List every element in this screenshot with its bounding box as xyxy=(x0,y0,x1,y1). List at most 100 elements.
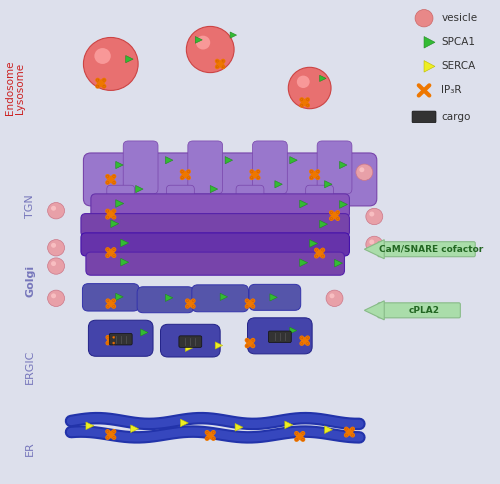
Circle shape xyxy=(113,175,115,178)
FancyBboxPatch shape xyxy=(86,252,344,275)
Polygon shape xyxy=(166,157,173,164)
Text: cargo: cargo xyxy=(442,112,471,122)
Circle shape xyxy=(196,36,210,49)
Circle shape xyxy=(300,343,303,345)
Circle shape xyxy=(306,337,308,339)
Circle shape xyxy=(192,300,194,302)
Circle shape xyxy=(345,434,348,436)
Circle shape xyxy=(212,438,214,439)
Circle shape xyxy=(48,258,64,274)
FancyBboxPatch shape xyxy=(137,287,194,313)
Circle shape xyxy=(112,336,115,338)
FancyBboxPatch shape xyxy=(166,185,194,231)
Circle shape xyxy=(216,66,218,68)
Circle shape xyxy=(330,293,334,298)
Text: SPCA1: SPCA1 xyxy=(442,37,476,47)
Polygon shape xyxy=(116,200,124,207)
FancyBboxPatch shape xyxy=(88,320,153,356)
Circle shape xyxy=(336,217,339,220)
Polygon shape xyxy=(340,161,347,168)
Polygon shape xyxy=(334,259,342,267)
Circle shape xyxy=(113,437,115,439)
FancyBboxPatch shape xyxy=(179,336,202,348)
Circle shape xyxy=(107,300,109,302)
Circle shape xyxy=(48,202,64,219)
Polygon shape xyxy=(120,258,128,266)
Polygon shape xyxy=(364,301,384,320)
Polygon shape xyxy=(275,181,282,188)
Circle shape xyxy=(113,210,115,212)
Circle shape xyxy=(186,305,188,307)
Circle shape xyxy=(366,236,383,253)
Circle shape xyxy=(252,305,254,307)
Circle shape xyxy=(107,336,109,338)
Circle shape xyxy=(103,79,105,81)
Polygon shape xyxy=(225,157,232,164)
Circle shape xyxy=(300,99,303,101)
FancyBboxPatch shape xyxy=(249,284,300,310)
Circle shape xyxy=(252,300,254,302)
Circle shape xyxy=(252,339,254,341)
Polygon shape xyxy=(320,75,326,81)
Circle shape xyxy=(106,430,108,433)
Text: ER: ER xyxy=(25,441,35,456)
Circle shape xyxy=(310,177,312,179)
Polygon shape xyxy=(180,419,188,427)
Polygon shape xyxy=(116,161,123,168)
Circle shape xyxy=(222,60,224,62)
Circle shape xyxy=(96,85,99,88)
FancyBboxPatch shape xyxy=(123,141,158,194)
Polygon shape xyxy=(270,294,278,301)
Polygon shape xyxy=(424,60,435,72)
Circle shape xyxy=(296,439,298,440)
Circle shape xyxy=(360,167,364,172)
Polygon shape xyxy=(196,36,202,43)
Circle shape xyxy=(96,79,99,81)
Circle shape xyxy=(113,255,115,257)
Text: Endosome: Endosome xyxy=(6,61,16,115)
FancyBboxPatch shape xyxy=(236,185,264,231)
Polygon shape xyxy=(230,32,236,38)
Circle shape xyxy=(257,170,260,173)
FancyBboxPatch shape xyxy=(252,141,288,194)
FancyBboxPatch shape xyxy=(110,333,132,345)
FancyBboxPatch shape xyxy=(160,324,220,357)
Polygon shape xyxy=(186,344,193,351)
Circle shape xyxy=(366,208,383,225)
Circle shape xyxy=(106,216,108,218)
Polygon shape xyxy=(215,342,222,349)
FancyBboxPatch shape xyxy=(378,242,475,257)
Circle shape xyxy=(250,177,253,179)
Circle shape xyxy=(257,177,260,179)
Circle shape xyxy=(112,342,115,344)
Circle shape xyxy=(310,170,312,173)
Circle shape xyxy=(316,177,319,179)
Polygon shape xyxy=(290,327,296,334)
FancyBboxPatch shape xyxy=(107,185,134,231)
Circle shape xyxy=(106,182,108,183)
FancyBboxPatch shape xyxy=(378,303,460,318)
Circle shape xyxy=(246,300,248,302)
Circle shape xyxy=(48,290,64,306)
Circle shape xyxy=(106,210,108,212)
Circle shape xyxy=(330,212,332,213)
FancyBboxPatch shape xyxy=(248,318,312,354)
Circle shape xyxy=(106,255,108,257)
Circle shape xyxy=(113,216,115,218)
Polygon shape xyxy=(220,293,228,301)
Circle shape xyxy=(302,439,304,440)
FancyBboxPatch shape xyxy=(268,331,291,343)
Circle shape xyxy=(113,182,115,183)
Polygon shape xyxy=(290,157,297,164)
FancyBboxPatch shape xyxy=(306,185,334,231)
Polygon shape xyxy=(136,185,143,193)
FancyBboxPatch shape xyxy=(81,213,349,237)
Text: SERCA: SERCA xyxy=(442,61,476,71)
Polygon shape xyxy=(111,220,118,227)
Text: TGN: TGN xyxy=(25,194,35,218)
FancyBboxPatch shape xyxy=(317,141,352,194)
Circle shape xyxy=(188,170,190,173)
Circle shape xyxy=(113,248,115,251)
Circle shape xyxy=(326,290,343,306)
Polygon shape xyxy=(300,259,308,267)
